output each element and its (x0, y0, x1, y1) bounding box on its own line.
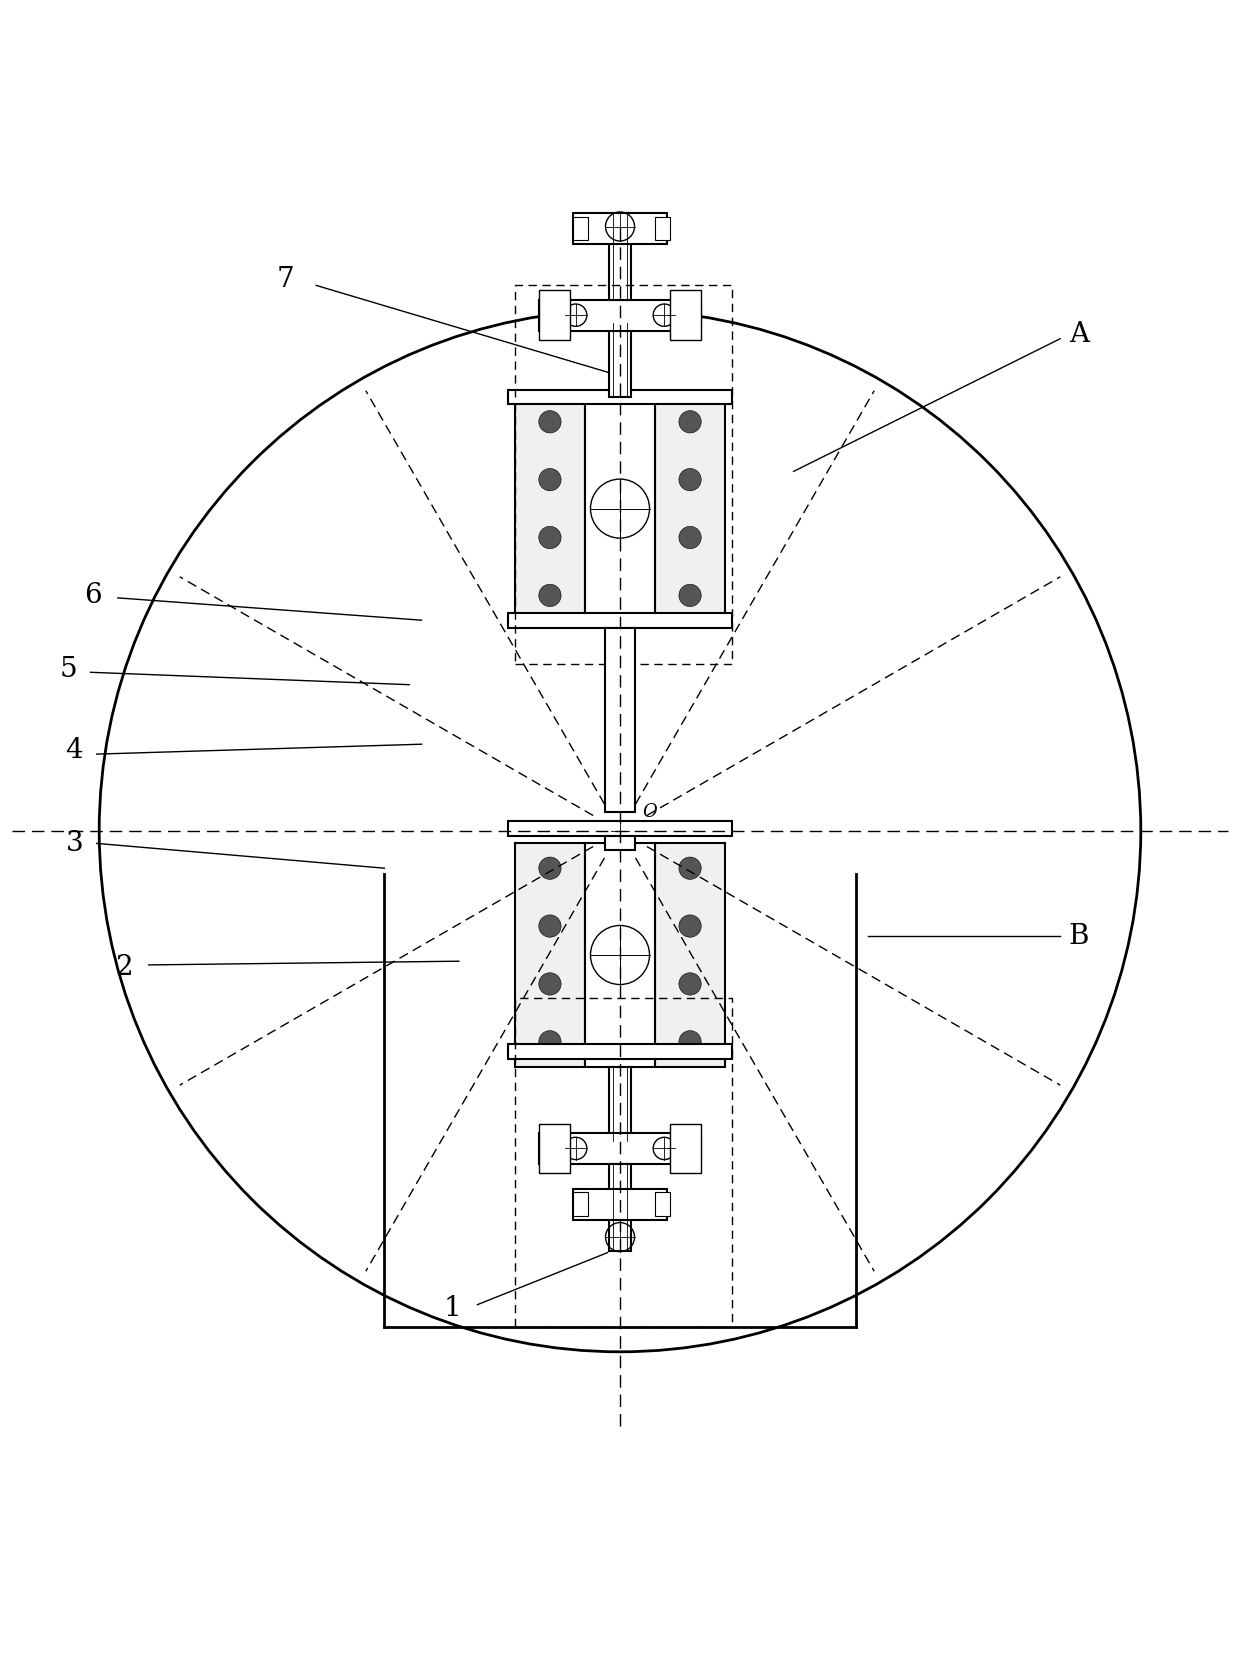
Text: A: A (1069, 321, 1089, 349)
Circle shape (539, 858, 560, 879)
Circle shape (539, 914, 560, 937)
Bar (655, 397, 725, 620)
Circle shape (680, 469, 701, 490)
Text: 5: 5 (60, 656, 77, 683)
Bar (508, 821, 732, 836)
Bar (515, 843, 585, 1067)
Bar (670, 291, 701, 341)
Bar (573, 216, 588, 239)
Bar (670, 1124, 701, 1173)
Bar (515, 286, 732, 663)
Bar (609, 1163, 631, 1251)
Text: 6: 6 (84, 582, 102, 608)
Text: O: O (642, 803, 657, 821)
Bar (539, 1133, 701, 1163)
Circle shape (539, 469, 560, 490)
Bar (605, 628, 635, 813)
Bar (573, 1188, 667, 1220)
Bar (655, 216, 670, 239)
Circle shape (680, 972, 701, 996)
Bar (508, 389, 732, 404)
Text: B: B (1069, 922, 1089, 951)
Bar (573, 1192, 588, 1217)
Text: 7: 7 (277, 266, 294, 293)
Bar (573, 213, 667, 244)
Bar (585, 397, 655, 620)
Text: 3: 3 (66, 829, 83, 858)
Bar (539, 1124, 570, 1173)
Text: 2: 2 (115, 954, 133, 981)
Bar (508, 613, 732, 628)
Circle shape (539, 1030, 560, 1054)
Bar (515, 999, 732, 1326)
Circle shape (539, 527, 560, 548)
Circle shape (680, 1030, 701, 1054)
Bar (508, 1044, 732, 1059)
Bar (515, 397, 585, 620)
Circle shape (680, 858, 701, 879)
Circle shape (680, 527, 701, 548)
Bar (609, 1067, 631, 1142)
Circle shape (539, 585, 560, 607)
Circle shape (539, 411, 560, 434)
Bar (655, 843, 725, 1067)
Text: 1: 1 (444, 1295, 461, 1321)
Bar (609, 322, 631, 397)
Circle shape (680, 411, 701, 434)
Bar (605, 836, 635, 849)
Circle shape (680, 585, 701, 607)
Bar (539, 299, 701, 331)
Circle shape (680, 914, 701, 937)
Bar (655, 1192, 670, 1217)
Text: 4: 4 (66, 736, 83, 765)
Circle shape (539, 972, 560, 996)
Bar (585, 843, 655, 1067)
Bar (539, 291, 570, 341)
Bar (609, 213, 631, 299)
